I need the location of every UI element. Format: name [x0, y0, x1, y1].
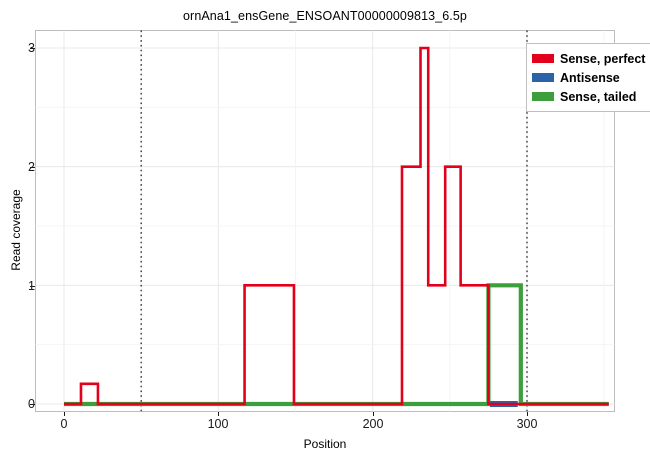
- x-tick-mark-300: [527, 411, 528, 416]
- y-tick-mark-3: [30, 48, 35, 49]
- x-tick-label-100: 100: [207, 417, 229, 431]
- data-series-layer: [64, 46, 609, 407]
- panel-background: [35, 30, 615, 412]
- x-tick-mark-200: [373, 411, 374, 416]
- x-tick-label-300: 300: [516, 417, 538, 431]
- series-path-sense-perfect: [64, 46, 609, 406]
- x-axis-label: Position: [303, 437, 347, 451]
- y-tick-mark-1: [30, 286, 35, 287]
- chart-title: ornAna1_ensGene_ENSOANT00000009813_6.5p: [183, 9, 467, 23]
- legend-label-antisense: Antisense: [560, 70, 620, 85]
- legend-swatch-sense-perfect: [532, 54, 554, 63]
- legend-swatch-sense-tailed: [532, 92, 554, 101]
- legend-swatch-antisense: [532, 73, 554, 82]
- x-tick-mark-100: [218, 411, 219, 416]
- x-tick-label-0: 0: [60, 417, 68, 431]
- y-tick-mark-0: [30, 404, 35, 405]
- legend-item-sense-perfect[interactable]: Sense, perfect: [532, 49, 645, 68]
- legend-item-antisense[interactable]: Antisense: [532, 68, 645, 87]
- legend-label-sense-tailed: Sense, tailed: [560, 89, 637, 104]
- x-tick-label-200: 200: [362, 417, 384, 431]
- x-tick-mark-0: [64, 411, 65, 416]
- legend-label-sense-perfect: Sense, perfect: [560, 51, 646, 66]
- y-tick-mark-2: [30, 167, 35, 168]
- legend-item-sense-tailed[interactable]: Sense, tailed: [532, 87, 645, 106]
- legend: Sense, perfect Antisense Sense, tailed: [526, 43, 650, 112]
